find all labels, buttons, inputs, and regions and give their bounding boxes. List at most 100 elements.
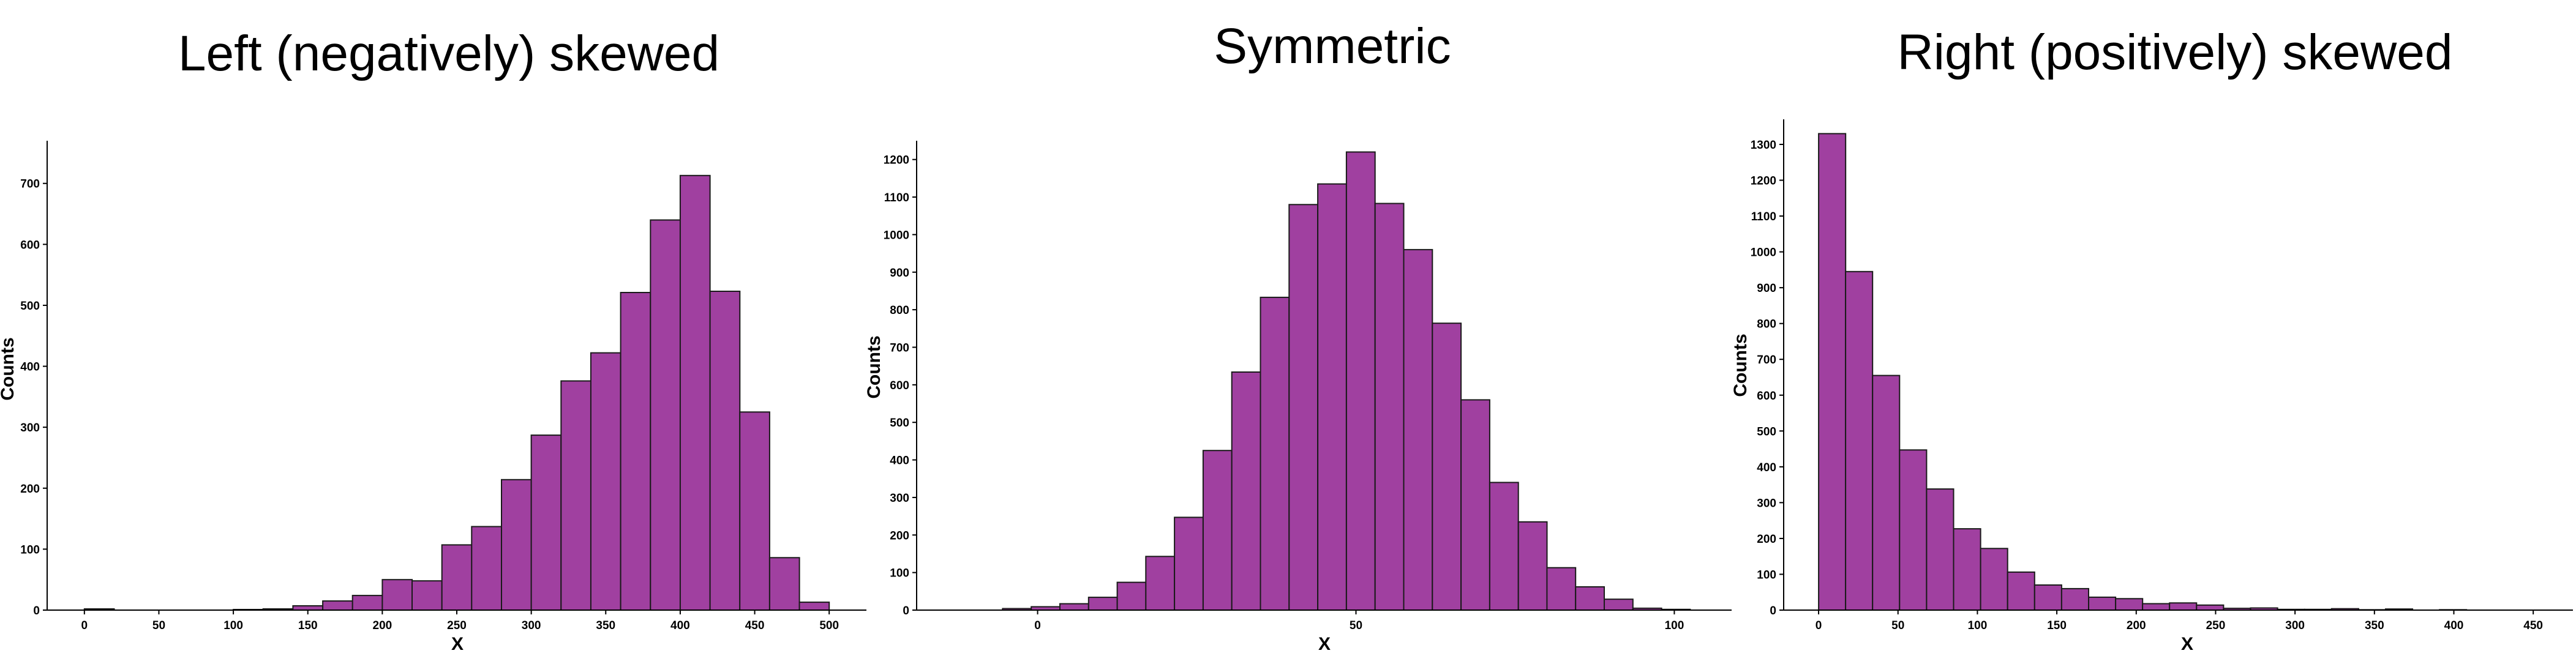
chart-symmetric: Symmetric 0 50 100 0 100 200 300 400 500 600 700 8… [864, 18, 1732, 654]
histogram-bar [1517, 521, 1548, 611]
y-tick-label: 800 [1757, 318, 1776, 331]
y-tick-label: 500 [20, 300, 40, 313]
histogram-bar [292, 605, 324, 611]
y-tick-label: 900 [1757, 282, 1776, 295]
y-tick-label: 500 [1757, 425, 1776, 438]
x-ticks: 0 50 100 [1034, 610, 1684, 632]
y-tick-label: 400 [890, 455, 909, 468]
histogram-bar [1260, 296, 1290, 611]
histogram-bar [1432, 322, 1462, 611]
y-tick-label: 1000 [1751, 247, 1776, 259]
y-ticks: 0 100 200 300 400 500 600 700 800 900 1000 1100 1200 [884, 154, 917, 617]
histogram-bar [1231, 371, 1261, 611]
x-tick-label: 150 [298, 619, 318, 632]
histogram-bar [1374, 203, 1405, 611]
histogram-bar [1460, 399, 1490, 611]
histogram-bar [1980, 548, 2008, 611]
x-tick-label: 500 [819, 619, 839, 632]
y-tick-label: 200 [890, 529, 909, 542]
y-tick-label: 0 [903, 605, 909, 617]
bars [1818, 133, 2468, 611]
x-tick-label: 150 [2047, 619, 2067, 632]
histogram-bar [1202, 450, 1233, 611]
x-tick-label: 0 [1034, 619, 1041, 632]
chart-title: Symmetric [1214, 18, 1451, 74]
y-tick-label: 1100 [1751, 211, 1776, 223]
histogram-bar [768, 557, 800, 611]
x-tick-label: 100 [223, 619, 243, 632]
y-tick-label: 600 [890, 379, 909, 392]
histogram-bar [1818, 133, 1847, 611]
y-tick-label: 100 [890, 567, 909, 580]
bars [1002, 151, 1691, 611]
y-tick-label: 700 [20, 178, 40, 191]
x-tick-label: 400 [2444, 619, 2464, 632]
y-tick-label: 100 [20, 543, 40, 556]
y-tick-label: 0 [33, 605, 40, 617]
histogram-bar [590, 352, 621, 611]
y-tick-label: 1000 [884, 229, 909, 242]
histogram-bar [1546, 567, 1577, 611]
histogram-bar [2088, 596, 2117, 611]
y-tick-label: 1200 [1751, 175, 1776, 188]
histogram-bar [2033, 584, 2062, 611]
x-tick-label: 100 [1968, 619, 1988, 632]
x-tick-label: 300 [522, 619, 541, 632]
y-tick-label: 200 [1757, 533, 1776, 546]
histogram-bar [1845, 270, 1874, 611]
x-ticks: 0 50 100 150 200 250 300 350 400 450 [1816, 610, 2543, 632]
histogram-bar [1926, 488, 1955, 611]
x-tick-label: 450 [745, 619, 765, 632]
y-tick-label: 100 [1757, 568, 1776, 581]
histogram-bar [560, 380, 591, 611]
y-tick-label: 1200 [884, 154, 909, 167]
histogram-bar [1575, 586, 1605, 611]
histogram-bar [1604, 598, 1634, 611]
x-tick-label: 450 [2523, 619, 2543, 632]
x-tick-label: 400 [670, 619, 690, 632]
histogram-bar [2196, 604, 2225, 611]
histogram-bar [1872, 375, 1901, 611]
x-axis-label: X [2181, 634, 2193, 653]
y-tick-label: 1300 [1751, 139, 1776, 152]
histogram-bar [530, 434, 562, 611]
x-axis-label: X [451, 634, 464, 653]
x-tick-label: 50 [1891, 619, 1904, 632]
histogram-bar [1403, 248, 1433, 611]
y-tick-label: 400 [1757, 461, 1776, 474]
histogram-bar [2060, 587, 2089, 611]
y-ticks: 0 100 200 300 400 500 600 700 800 900 1000 1100 1200… [1751, 139, 1784, 617]
histogram-bar [1953, 528, 1981, 611]
y-tick-label: 500 [890, 417, 909, 430]
y-tick-label: 800 [890, 304, 909, 317]
y-ticks: 0 100 200 300 400 500 600 700 [20, 178, 47, 617]
y-tick-label: 300 [1757, 497, 1776, 510]
y-tick-label: 700 [890, 341, 909, 354]
histogram-bar [381, 579, 413, 611]
y-tick-label: 300 [20, 422, 40, 434]
y-tick-label: 600 [20, 239, 40, 252]
histogram-bar [1145, 556, 1176, 611]
x-ticks: 0 50 100 150 200 250 300 350 400 450 500 [81, 610, 839, 632]
histogram-bar [1059, 603, 1089, 611]
histogram-bar [1317, 183, 1347, 611]
x-tick-label: 200 [373, 619, 392, 632]
x-axis-label: X [1318, 634, 1331, 653]
y-tick-label: 300 [890, 492, 909, 505]
histogram-bar [1288, 204, 1319, 611]
histogram-bar [650, 219, 682, 611]
histogram-bar [620, 292, 652, 611]
histogram-bar [411, 580, 443, 611]
histogram-bar [2169, 602, 2198, 611]
y-axis-label: Counts [1730, 334, 1751, 397]
x-tick-label: 50 [152, 619, 165, 632]
x-tick-label: 250 [447, 619, 467, 632]
x-tick-label: 100 [1665, 619, 1684, 632]
histogram-bar [501, 479, 532, 611]
histogram-bar [2007, 571, 2035, 611]
y-tick-label: 700 [1757, 354, 1776, 367]
y-tick-label: 400 [20, 361, 40, 374]
histogram-bar [1489, 482, 1519, 611]
histogram-bar [1899, 449, 1928, 611]
